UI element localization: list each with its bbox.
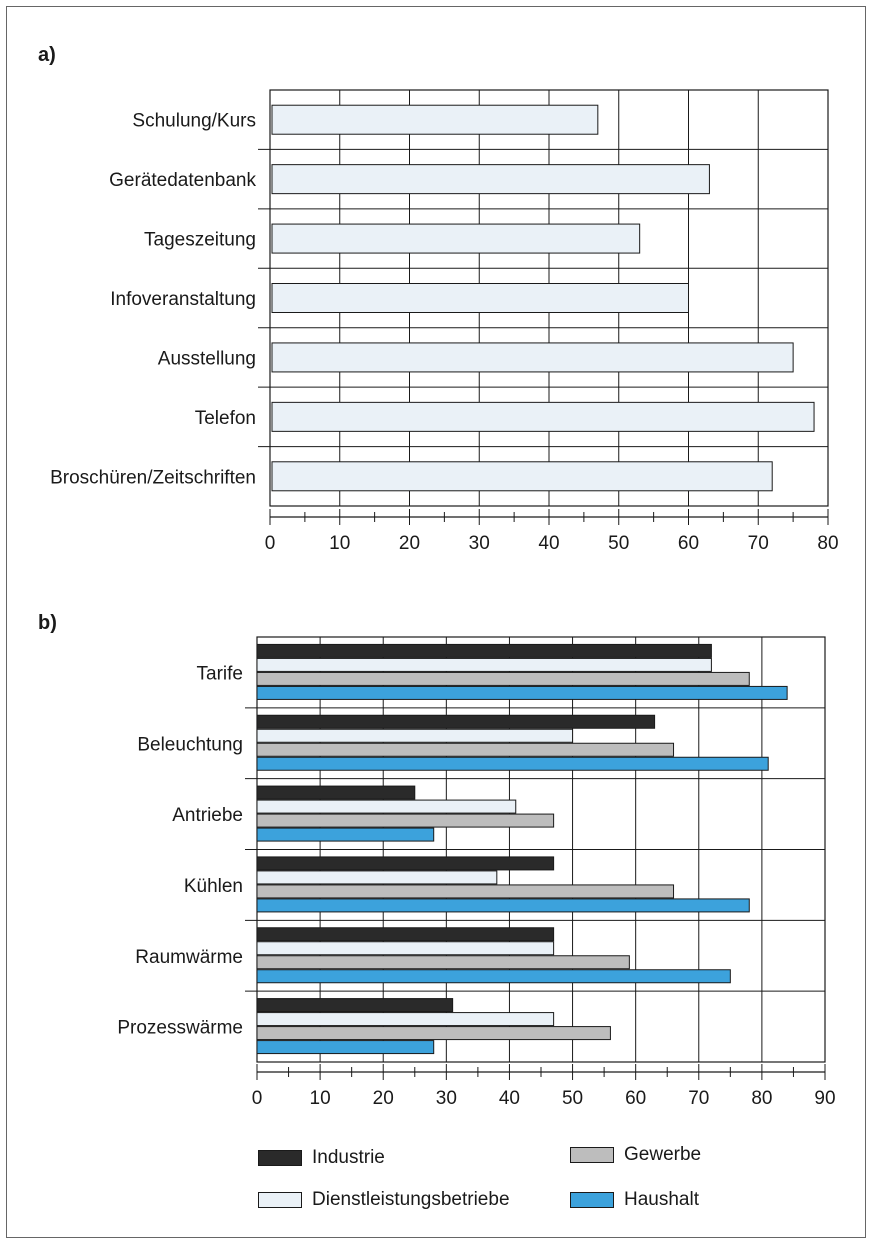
chart-b: 0 10 20 30 40 50 60 70 80 90 Tarife Beleuchtung Antr… [117, 636, 836, 1109]
category-label-telefon: Telefon [195, 408, 256, 429]
bar-ausstellung [271, 342, 794, 373]
bar-haushalt-prozesswärme [256, 1040, 435, 1055]
bar-dienstleistungsbetriebe-raumwärme [256, 941, 555, 956]
category-label-raumwärme: Raumwärme [135, 947, 243, 968]
x-tick-label: 30 [436, 1088, 457, 1109]
bar-schulung-kurs [271, 104, 599, 135]
category-label-ausstellung: Ausstellung [158, 348, 256, 369]
category-label-tarife: Tarife [197, 663, 243, 684]
bar-gewerbe-prozesswärme [256, 1026, 611, 1041]
category-label-broschüren-zeitschriften: Broschüren/Zeitschriften [50, 467, 256, 488]
bar-tageszeitung [271, 223, 641, 254]
x-tick-label: 50 [608, 533, 629, 554]
bar-gewerbe-kühlen [256, 884, 675, 899]
bar-industrie-kühlen [256, 856, 555, 871]
bar-haushalt-antriebe [256, 827, 435, 842]
category-label-schulung-kurs: Schulung/Kurs [132, 111, 256, 132]
bar-haushalt-tarife [256, 685, 788, 700]
panel-b-label: b) [38, 612, 57, 634]
x-tick-label: 80 [751, 1088, 772, 1109]
bar-haushalt-beleuchtung [256, 756, 769, 771]
bar-dienstleistungsbetriebe-prozesswärme [256, 1012, 555, 1027]
x-tick-label: 0 [265, 533, 276, 554]
legend-label-dienstleistungsbetriebe: Dienstleistungsbetriebe [312, 1189, 510, 1210]
bar-dienstleistungsbetriebe-tarife [256, 657, 712, 672]
legend-swatch-industrie [258, 1150, 302, 1166]
x-tick-label: 0 [252, 1088, 263, 1109]
bar-broschüren-zeitschriften [271, 461, 773, 492]
legend-item-industrie: Industrie [258, 1146, 385, 1170]
x-tick-label: 20 [399, 533, 420, 554]
bar-gewerbe-beleuchtung [256, 742, 675, 757]
page-frame [6, 6, 866, 1238]
x-tick-label: 50 [562, 1088, 583, 1109]
category-label-tageszeitung: Tageszeitung [144, 230, 256, 251]
category-label-beleuchtung: Beleuchtung [137, 734, 243, 755]
x-tick-label: 10 [329, 533, 350, 554]
category-label-infoveranstaltung: Infoveranstaltung [110, 289, 256, 310]
legend-label-industrie: Industrie [312, 1147, 385, 1168]
category-label-kühlen: Kühlen [184, 876, 243, 897]
bar-infoveranstaltung [271, 283, 689, 313]
bar-telefon [271, 401, 815, 432]
bar-gewerbe-raumwärme [256, 955, 630, 970]
x-tick-label: 40 [538, 533, 559, 554]
legend-label-gewerbe: Gewerbe [624, 1144, 702, 1165]
bar-dienstleistungsbetriebe-antriebe [256, 799, 517, 814]
category-label-prozesswärme: Prozesswärme [117, 1018, 243, 1039]
x-tick-label: 80 [817, 533, 838, 554]
bar-gewerbe-tarife [256, 671, 750, 686]
bar-industrie-raumwärme [256, 927, 555, 942]
legend-label-haushalt: Haushalt [624, 1189, 699, 1210]
legend-swatch-gewerbe [570, 1147, 614, 1163]
x-tick-label: 70 [688, 1088, 709, 1109]
legend-swatch-haushalt [570, 1192, 614, 1208]
bar-industrie-tarife [256, 643, 712, 658]
bar-haushalt-raumwärme [256, 969, 731, 984]
x-tick-label: 90 [814, 1088, 835, 1109]
x-tick-label: 10 [310, 1088, 331, 1109]
x-tick-label: 70 [748, 533, 769, 554]
legend-item-dienstleistungsbetriebe: Dienstleistungsbetriebe [258, 1188, 510, 1212]
bar-haushalt-kühlen [256, 898, 750, 913]
category-label-antriebe: Antriebe [172, 805, 243, 826]
bar-industrie-antriebe [256, 785, 416, 800]
chart-a: 0 10 20 30 40 50 60 70 80 Schulung/Kurs Gerätedate… [50, 89, 839, 554]
category-label-gerätedatenbank: Gerätedatenbank [109, 170, 256, 191]
panel-a-label: a) [38, 44, 56, 66]
bar-industrie-beleuchtung [256, 714, 656, 729]
x-tick-label: 60 [678, 533, 699, 554]
bar-dienstleistungsbetriebe-beleuchtung [256, 728, 574, 743]
bar-gewerbe-antriebe [256, 813, 555, 828]
x-tick-label: 30 [469, 533, 490, 554]
legend-swatch-dienstleistungsbetriebe [258, 1192, 302, 1208]
legend-item-gewerbe: Gewerbe [570, 1143, 701, 1167]
bar-gerätedatenbank [271, 164, 710, 195]
x-tick-label: 20 [373, 1088, 394, 1109]
x-tick-label: 60 [625, 1088, 646, 1109]
bar-dienstleistungsbetriebe-kühlen [256, 870, 498, 885]
bar-industrie-prozesswärme [256, 998, 454, 1013]
legend-item-haushalt: Haushalt [570, 1188, 699, 1212]
x-tick-label: 40 [499, 1088, 520, 1109]
